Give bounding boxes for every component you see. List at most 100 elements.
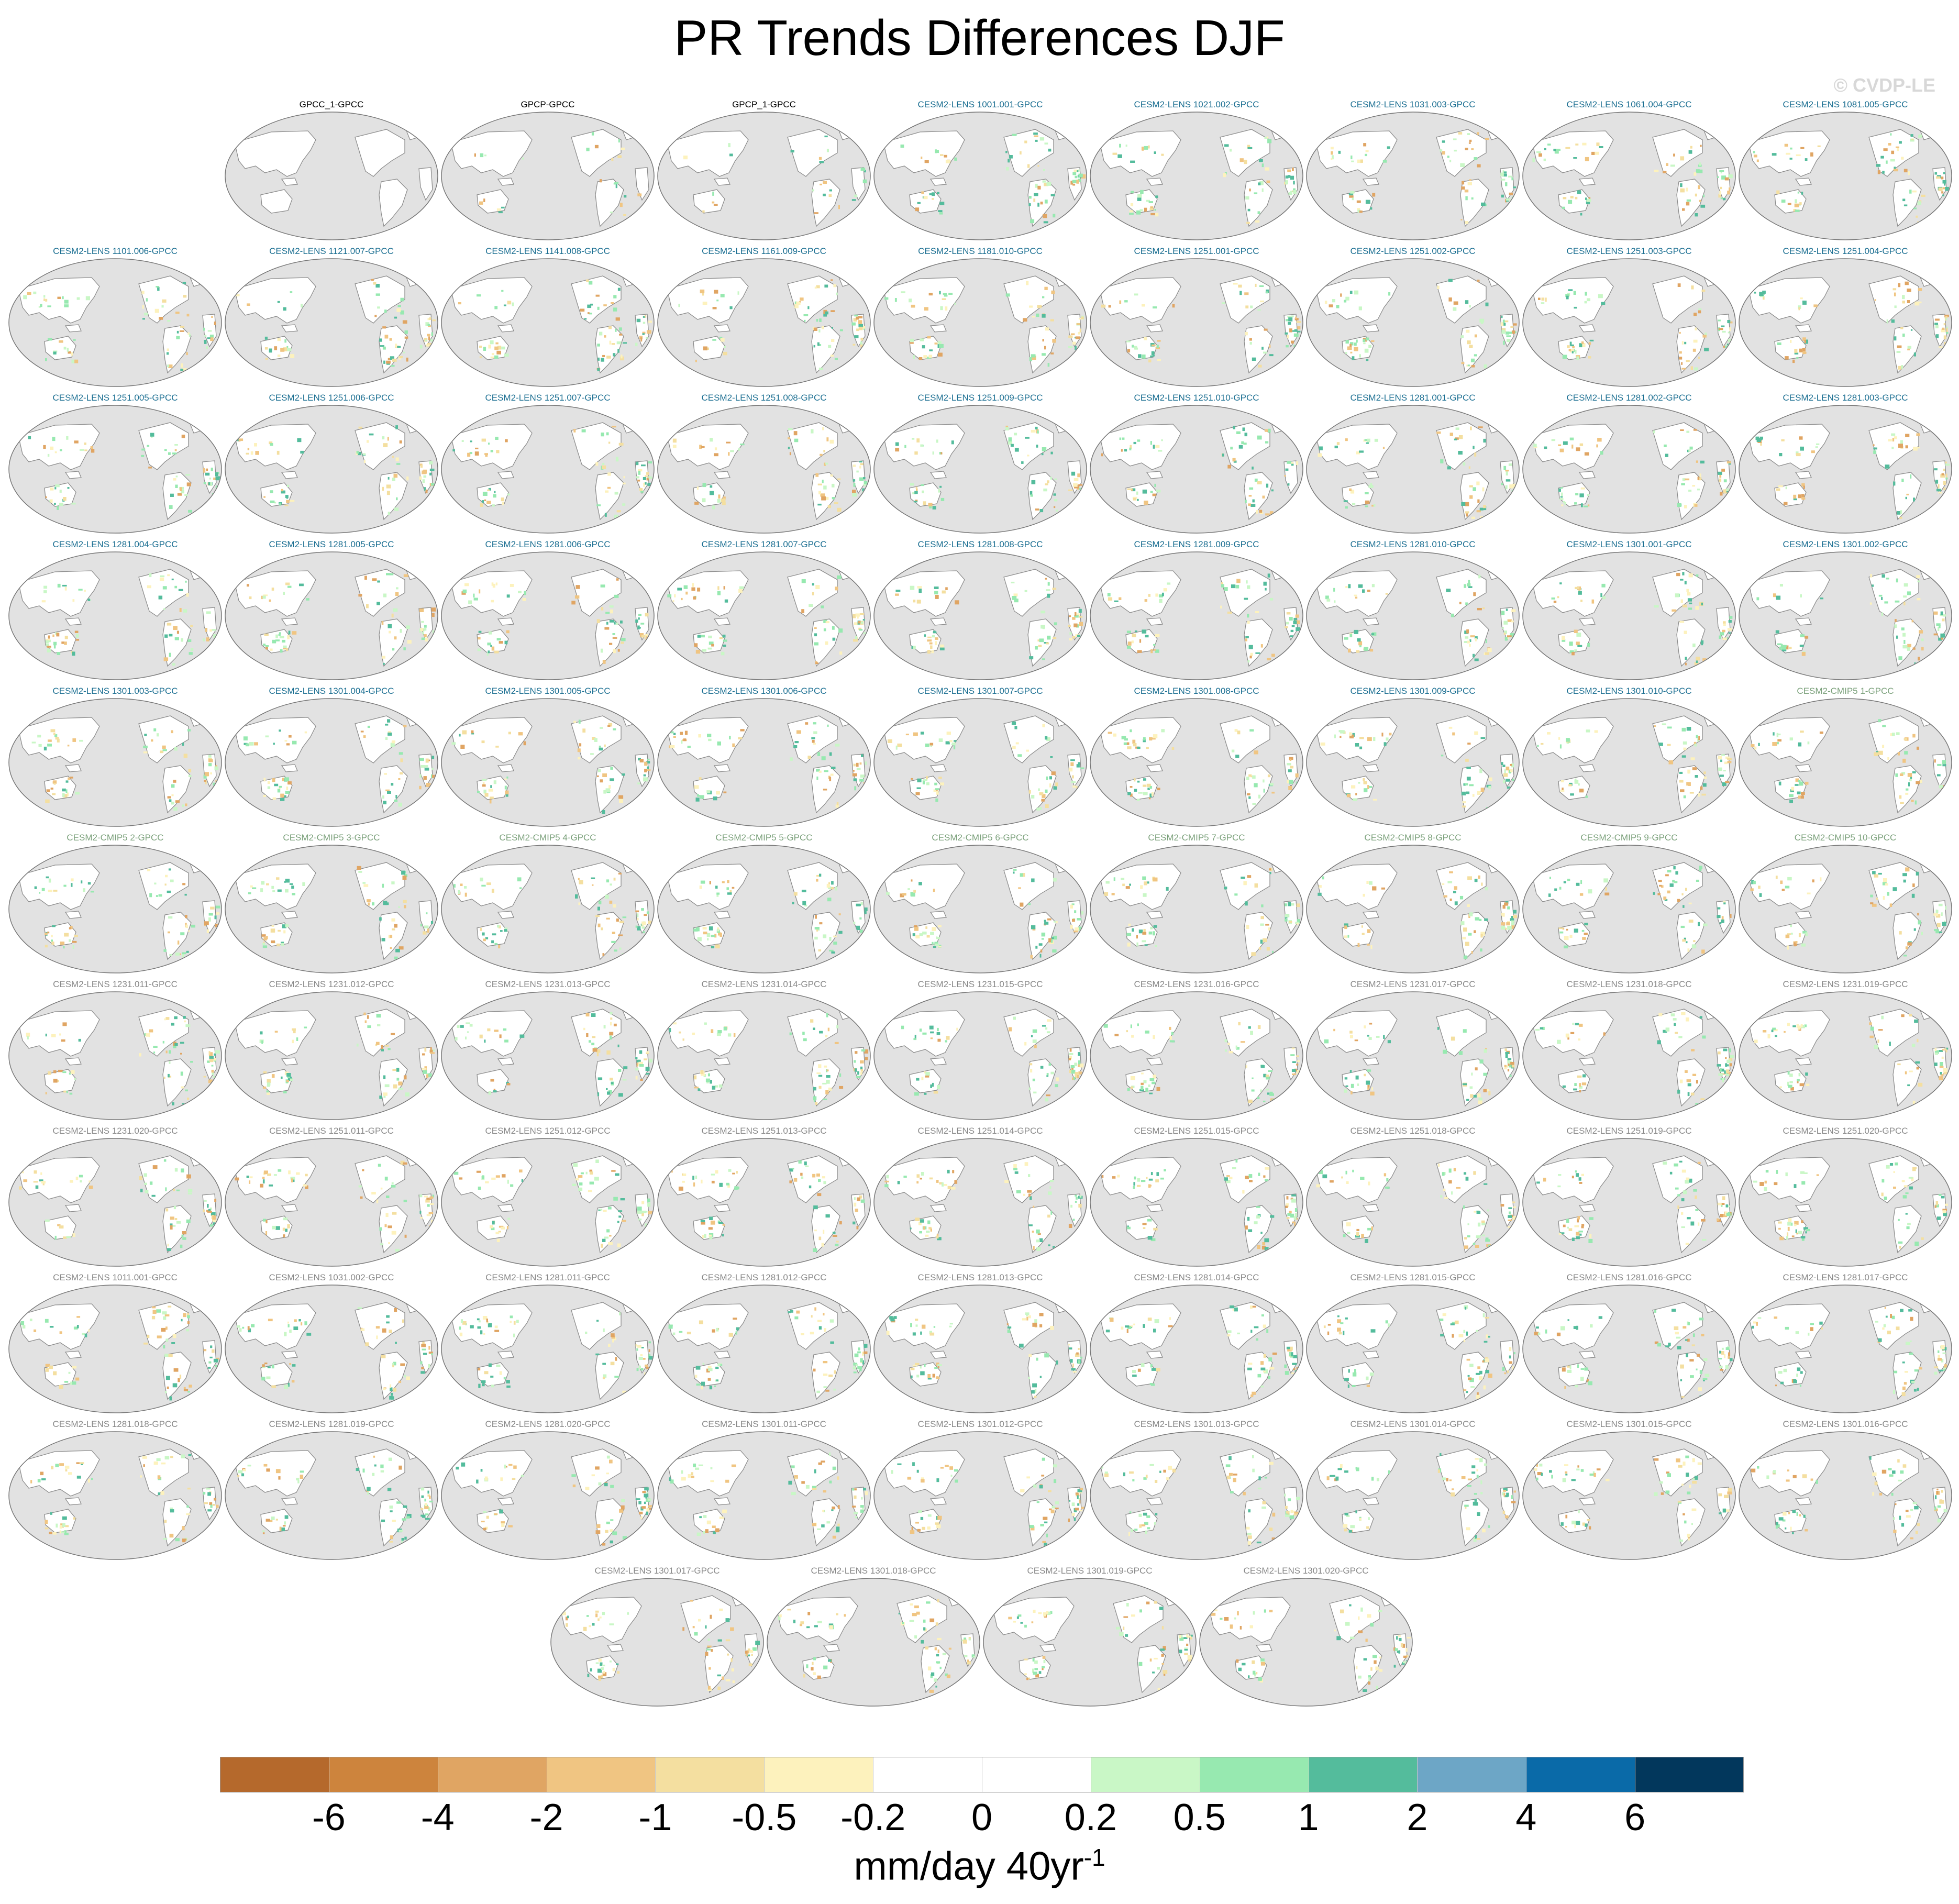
trend-cell [710, 1080, 712, 1084]
trend-cell [822, 1082, 827, 1084]
trend-cell [716, 791, 720, 795]
trend-cell [1896, 732, 1900, 735]
ocean-background [873, 405, 1087, 534]
trend-cell [1144, 501, 1148, 505]
trend-cell [1699, 169, 1703, 173]
trend-cell [1131, 488, 1136, 492]
trend-cell [429, 468, 435, 471]
land-mass [635, 167, 649, 201]
trend-cell [46, 876, 49, 879]
land-mass [1578, 617, 1596, 626]
trend-cell [856, 768, 861, 770]
trend-cell [1727, 191, 1730, 195]
trend-cell [1465, 942, 1469, 946]
trend-cell [897, 743, 902, 747]
land-mass [693, 189, 725, 214]
trend-cell [425, 637, 428, 642]
trend-cell [956, 1027, 958, 1031]
trend-cell [278, 1169, 282, 1172]
panel-label: CESM2-CMIP5 1-GPCC [1797, 686, 1894, 696]
trend-cell [1437, 285, 1440, 289]
trend-cell [727, 1033, 732, 1037]
trend-cell [1672, 609, 1677, 612]
trend-cell [139, 1176, 142, 1180]
trend-cell [1369, 649, 1374, 652]
trend-cell [1076, 764, 1080, 768]
land-mass [64, 324, 82, 333]
trend-cell [183, 754, 187, 758]
map-panel: CESM2-LENS 1251.003-GPCC [1522, 246, 1736, 388]
trend-cell [1591, 151, 1595, 155]
trend-cell [1805, 932, 1808, 936]
trend-cell [1364, 1025, 1366, 1028]
trend-cell [1257, 481, 1262, 484]
trend-cell [1654, 725, 1656, 727]
trend-cell [924, 160, 929, 163]
trend-cell [1687, 449, 1690, 452]
trend-cell [290, 354, 295, 358]
trend-cell [1155, 945, 1157, 947]
trend-cell [1108, 732, 1112, 734]
trend-cell [1575, 350, 1577, 354]
trend-cell [729, 890, 732, 893]
trend-cell [818, 491, 821, 495]
trend-cell [174, 1168, 178, 1172]
trend-cell [1901, 157, 1904, 160]
trend-cell [1798, 494, 1801, 499]
trend-cell [1873, 447, 1877, 450]
trend-cell [1901, 479, 1904, 482]
trend-cell [382, 656, 385, 659]
trend-cell [1130, 1086, 1133, 1089]
trend-cell [1723, 901, 1726, 903]
trend-cell [1811, 450, 1815, 453]
trend-cell [59, 490, 62, 493]
panel-label: CESM2-LENS 1251.005-GPCC [52, 393, 178, 403]
trend-cell [1719, 922, 1722, 925]
trend-cell [70, 1180, 73, 1183]
trend-cell [1158, 450, 1163, 452]
trend-cell [1728, 1058, 1733, 1061]
trend-cell [1700, 204, 1706, 208]
trend-cell [378, 1164, 381, 1167]
trend-cell [167, 1244, 169, 1247]
trend-cell [424, 634, 427, 637]
trend-cell [279, 632, 281, 635]
trend-cell [1291, 1047, 1295, 1049]
trend-cell [1789, 1073, 1793, 1077]
trend-cell [1146, 881, 1149, 884]
trend-cell [1020, 151, 1022, 154]
trend-cell [831, 339, 835, 342]
trend-cell [277, 789, 281, 793]
trend-cell [1041, 932, 1046, 937]
trend-cell [1460, 335, 1464, 338]
trend-cell [372, 902, 374, 906]
trend-cell [470, 440, 472, 442]
trend-cell [1885, 883, 1888, 886]
trend-cell [368, 902, 370, 906]
trend-cell [389, 338, 392, 341]
trend-cell [481, 740, 485, 744]
trend-cell [203, 468, 205, 471]
trend-cell [1269, 783, 1274, 786]
land-mass [1027, 765, 1057, 814]
trend-cell [1725, 1057, 1727, 1059]
trend-cell [1044, 142, 1048, 145]
trend-cell [613, 183, 616, 185]
trend-cell [62, 1071, 67, 1073]
trend-cell [645, 1067, 650, 1071]
map-panel: CESM2-LENS 1251.007-GPCC [440, 393, 655, 534]
trend-cell [1545, 297, 1547, 302]
trend-cell [1507, 619, 1512, 622]
trend-cell [266, 883, 269, 885]
trend-cell [717, 586, 720, 590]
trend-cell [1035, 139, 1038, 142]
trend-cell [1478, 875, 1480, 879]
trend-cell [488, 1091, 492, 1095]
trend-cell [1665, 874, 1669, 877]
land-mass [811, 325, 840, 374]
trend-cell [1030, 219, 1035, 224]
trend-cell [156, 286, 160, 288]
trend-cell [823, 789, 827, 791]
trend-cell [267, 1084, 270, 1087]
trend-cell [491, 940, 494, 944]
